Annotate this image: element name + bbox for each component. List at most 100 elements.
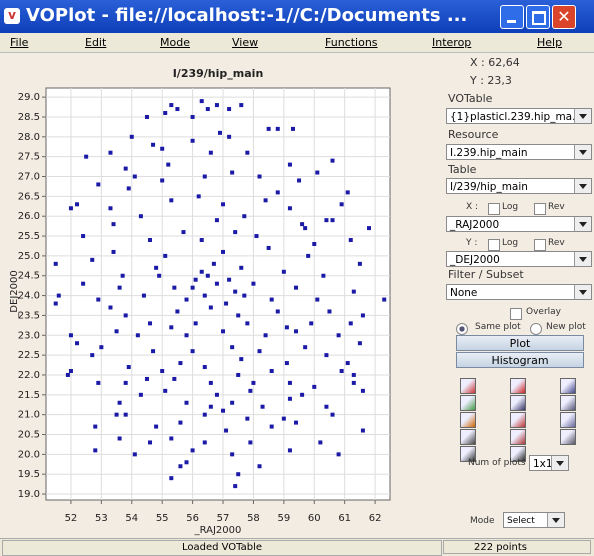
dropdown-arrow[interactable] bbox=[574, 145, 591, 159]
minimize-button[interactable] bbox=[500, 5, 524, 29]
data-point bbox=[117, 400, 122, 405]
mode-combo[interactable]: Select bbox=[503, 512, 565, 528]
data-point bbox=[96, 297, 101, 302]
data-point bbox=[330, 412, 335, 417]
data-point bbox=[68, 333, 73, 338]
data-point bbox=[360, 428, 365, 433]
data-point bbox=[312, 384, 317, 389]
num-plots-combo[interactable]: 1x1 bbox=[529, 455, 569, 471]
data-point bbox=[263, 333, 268, 338]
menu-item[interactable]: Interop bbox=[432, 36, 472, 49]
data-point bbox=[114, 412, 119, 417]
y-tick-label: 20.0 bbox=[18, 449, 40, 460]
table-value: I/239/hip_main bbox=[450, 181, 528, 193]
tool-icon[interactable] bbox=[510, 412, 526, 428]
tool-icon[interactable] bbox=[460, 412, 476, 428]
tool-icon[interactable] bbox=[510, 429, 526, 445]
menu-item[interactable]: File bbox=[10, 36, 29, 49]
new-plot-radio[interactable] bbox=[530, 323, 542, 335]
data-point bbox=[148, 440, 153, 445]
dropdown-arrow[interactable] bbox=[574, 109, 591, 123]
tool-icon[interactable] bbox=[460, 446, 476, 462]
data-point bbox=[202, 174, 207, 179]
tool-icon[interactable] bbox=[560, 429, 576, 445]
menu-item[interactable]: Mode bbox=[160, 36, 190, 49]
y-readout: Y : 23,3 bbox=[470, 74, 512, 87]
data-point bbox=[236, 372, 241, 377]
data-point bbox=[196, 194, 201, 199]
y-tick-label: 26.5 bbox=[18, 191, 40, 202]
x-column-combo[interactable]: _RAJ2000 bbox=[446, 216, 592, 232]
y-tick-label: 26.0 bbox=[18, 211, 40, 222]
data-point bbox=[208, 305, 213, 310]
y-tick-label: 20.5 bbox=[18, 430, 40, 441]
dropdown-arrow[interactable] bbox=[574, 285, 591, 299]
tool-icon[interactable] bbox=[460, 378, 476, 394]
data-point bbox=[123, 313, 128, 318]
dropdown-arrow[interactable] bbox=[574, 179, 591, 193]
data-point bbox=[275, 309, 280, 314]
dropdown-arrow[interactable] bbox=[574, 217, 591, 231]
data-point bbox=[111, 222, 116, 227]
menu-item[interactable]: Functions bbox=[325, 36, 378, 49]
app-icon: v bbox=[4, 8, 20, 24]
x-tick-label: 53 bbox=[95, 513, 108, 524]
data-point bbox=[144, 376, 149, 381]
x-tick-label: 54 bbox=[125, 513, 138, 524]
data-point bbox=[84, 154, 89, 159]
data-point bbox=[357, 261, 362, 266]
x-column-value: _RAJ2000 bbox=[450, 219, 500, 231]
data-point bbox=[211, 261, 216, 266]
histogram-button[interactable]: Histogram bbox=[456, 352, 584, 368]
tool-icon[interactable] bbox=[460, 395, 476, 411]
x-log-label: Log bbox=[502, 202, 519, 212]
data-point bbox=[351, 380, 356, 385]
table-combo[interactable]: I/239/hip_main bbox=[446, 178, 592, 194]
filter-combo[interactable]: None bbox=[446, 284, 592, 300]
maximize-button[interactable] bbox=[526, 5, 550, 29]
data-point bbox=[227, 107, 232, 112]
menu-item[interactable]: Help bbox=[537, 36, 563, 49]
data-point bbox=[81, 281, 86, 286]
resource-combo[interactable]: I.239.hip_main bbox=[446, 144, 592, 160]
data-point bbox=[266, 245, 271, 250]
tool-icon[interactable] bbox=[560, 378, 576, 394]
votable-combo[interactable]: {1}plasticl.239.hip_ma... bbox=[446, 108, 592, 124]
menu-item[interactable]: View bbox=[232, 36, 259, 49]
data-point bbox=[193, 277, 198, 282]
data-point bbox=[263, 198, 268, 203]
data-point bbox=[117, 436, 122, 441]
tool-icon[interactable] bbox=[560, 412, 576, 428]
overlay-checkbox[interactable] bbox=[510, 308, 522, 320]
data-point bbox=[348, 321, 353, 326]
data-point bbox=[190, 138, 195, 143]
dropdown-arrow[interactable] bbox=[574, 252, 591, 266]
tool-icon[interactable] bbox=[510, 378, 526, 394]
plot-button[interactable]: Plot bbox=[456, 335, 584, 351]
data-point bbox=[163, 253, 168, 258]
data-point bbox=[117, 285, 122, 290]
menu-item[interactable]: Edit bbox=[85, 36, 107, 49]
x-rev-checkbox[interactable] bbox=[534, 203, 546, 215]
data-point bbox=[148, 321, 153, 326]
y-log-checkbox[interactable] bbox=[488, 239, 500, 251]
same-plot-radio[interactable] bbox=[456, 323, 468, 335]
dropdown-arrow[interactable] bbox=[551, 456, 568, 470]
tool-icon[interactable] bbox=[510, 395, 526, 411]
dropdown-arrow[interactable] bbox=[547, 513, 564, 527]
x-log-checkbox[interactable] bbox=[488, 203, 500, 215]
data-point bbox=[208, 380, 213, 385]
data-point bbox=[68, 369, 73, 374]
y-column-combo[interactable]: _DEJ2000 bbox=[446, 251, 592, 267]
close-button[interactable]: ✕ bbox=[552, 5, 576, 29]
tool-icon[interactable] bbox=[460, 429, 476, 445]
data-point bbox=[281, 269, 286, 274]
data-point bbox=[269, 297, 274, 302]
y-tick-label: 28.0 bbox=[18, 132, 40, 143]
y-tick-label: 21.0 bbox=[18, 410, 40, 421]
tool-icon[interactable] bbox=[510, 446, 526, 462]
data-point bbox=[114, 329, 119, 334]
tool-icon[interactable] bbox=[560, 395, 576, 411]
data-point bbox=[221, 202, 226, 207]
y-rev-checkbox[interactable] bbox=[534, 239, 546, 251]
